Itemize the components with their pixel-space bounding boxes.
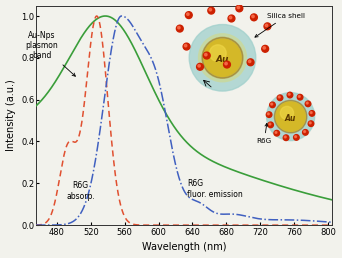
- Text: Au-Nps
plasmon
band: Au-Nps plasmon band: [25, 31, 75, 76]
- Circle shape: [187, 13, 189, 15]
- Text: R6G: R6G: [256, 123, 272, 144]
- Circle shape: [176, 25, 183, 32]
- Circle shape: [309, 122, 311, 124]
- Circle shape: [209, 9, 212, 11]
- Circle shape: [198, 34, 247, 82]
- Circle shape: [236, 5, 243, 12]
- Circle shape: [310, 112, 312, 114]
- Circle shape: [205, 53, 207, 56]
- Text: R6G
absorp.: R6G absorp.: [66, 181, 95, 201]
- Text: R6G
fluor. emission: R6G fluor. emission: [187, 179, 243, 198]
- Circle shape: [203, 52, 210, 59]
- Circle shape: [288, 93, 290, 95]
- Text: Au: Au: [285, 114, 296, 123]
- Circle shape: [267, 93, 315, 141]
- Y-axis label: Intensity (a.u.): Intensity (a.u.): [5, 79, 15, 151]
- Circle shape: [224, 61, 231, 68]
- Circle shape: [229, 16, 232, 19]
- Circle shape: [275, 132, 277, 133]
- Circle shape: [297, 94, 303, 100]
- Circle shape: [277, 95, 283, 101]
- Circle shape: [287, 92, 293, 98]
- Circle shape: [197, 63, 203, 70]
- Circle shape: [210, 45, 226, 61]
- Circle shape: [283, 135, 289, 141]
- Circle shape: [308, 121, 314, 126]
- Circle shape: [267, 113, 269, 115]
- Circle shape: [185, 12, 192, 19]
- Circle shape: [247, 59, 254, 66]
- Circle shape: [295, 136, 297, 138]
- Circle shape: [303, 130, 308, 135]
- Circle shape: [262, 45, 268, 52]
- Circle shape: [306, 102, 308, 104]
- Circle shape: [274, 130, 279, 136]
- Circle shape: [263, 47, 265, 49]
- Circle shape: [270, 102, 275, 108]
- Circle shape: [268, 122, 273, 128]
- Circle shape: [183, 43, 190, 50]
- Circle shape: [280, 106, 293, 119]
- Circle shape: [278, 96, 280, 98]
- Circle shape: [276, 102, 305, 131]
- Circle shape: [189, 25, 256, 91]
- Circle shape: [304, 131, 305, 133]
- Circle shape: [251, 14, 257, 21]
- Circle shape: [266, 112, 272, 117]
- Circle shape: [184, 44, 187, 47]
- Circle shape: [202, 37, 243, 78]
- Circle shape: [237, 6, 240, 9]
- Circle shape: [198, 64, 200, 67]
- Circle shape: [271, 103, 273, 105]
- Circle shape: [248, 60, 251, 63]
- Text: Au: Au: [216, 55, 229, 64]
- Circle shape: [305, 101, 311, 107]
- Circle shape: [204, 39, 241, 76]
- Circle shape: [177, 26, 180, 29]
- Circle shape: [228, 15, 235, 22]
- Circle shape: [274, 100, 307, 133]
- Circle shape: [269, 123, 271, 125]
- Circle shape: [284, 136, 286, 138]
- Circle shape: [309, 111, 315, 116]
- Circle shape: [225, 62, 227, 65]
- X-axis label: Wavelength (nm): Wavelength (nm): [142, 243, 226, 252]
- Circle shape: [293, 135, 299, 140]
- Circle shape: [252, 15, 254, 18]
- Circle shape: [264, 23, 271, 30]
- Circle shape: [208, 7, 215, 14]
- Text: Silica shell: Silica shell: [255, 13, 305, 37]
- Circle shape: [298, 95, 300, 97]
- Circle shape: [265, 24, 268, 27]
